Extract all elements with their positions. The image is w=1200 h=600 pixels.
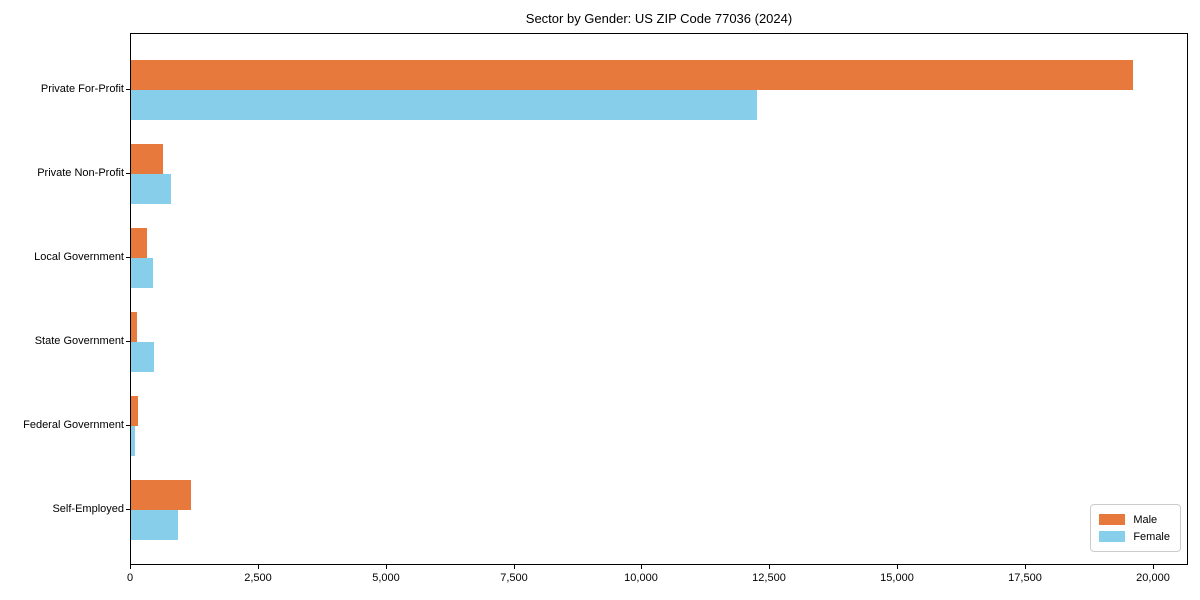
y-axis-label-private-non-profit: Private Non-Profit bbox=[37, 167, 124, 179]
bar-female-federal-government bbox=[131, 426, 135, 456]
x-axis-tick bbox=[258, 565, 259, 569]
x-axis-tick-label: 20,000 bbox=[1136, 572, 1170, 584]
legend-label-male: Male bbox=[1133, 513, 1158, 526]
x-axis-tick-label: 10,000 bbox=[624, 572, 658, 584]
bar-male-state-government bbox=[131, 312, 137, 342]
legend-label-female: Female bbox=[1133, 530, 1170, 543]
x-axis-tick bbox=[130, 565, 131, 569]
x-axis-tick bbox=[769, 565, 770, 569]
y-axis-label-local-government: Local Government bbox=[34, 251, 124, 263]
y-axis-label-self-employed: Self-Employed bbox=[52, 503, 124, 515]
bar-male-private-non-profit bbox=[131, 144, 163, 174]
legend-item-female: Female bbox=[1099, 528, 1170, 545]
x-axis-tick-label: 17,500 bbox=[1008, 572, 1042, 584]
legend-swatch-male bbox=[1099, 514, 1126, 525]
x-axis-tick bbox=[1025, 565, 1026, 569]
bar-male-private-for-profit bbox=[131, 60, 1133, 90]
bar-male-local-government bbox=[131, 228, 147, 258]
bar-female-state-government bbox=[131, 342, 154, 372]
x-axis-tick-label: 15,000 bbox=[880, 572, 914, 584]
y-axis-tick bbox=[126, 173, 130, 174]
x-axis-tick bbox=[386, 565, 387, 569]
x-axis-tick bbox=[1153, 565, 1154, 569]
x-axis-tick-label: 5,000 bbox=[372, 572, 400, 584]
x-axis-tick-label: 2,500 bbox=[244, 572, 272, 584]
legend-item-male: Male bbox=[1099, 511, 1170, 528]
x-axis-tick bbox=[514, 565, 515, 569]
bar-male-federal-government bbox=[131, 396, 138, 426]
legend: Male Female bbox=[1090, 504, 1181, 552]
x-axis-tick bbox=[641, 565, 642, 569]
y-axis-label-state-government: State Government bbox=[34, 335, 124, 347]
x-axis-tick-label: 0 bbox=[126, 572, 134, 584]
bar-female-private-non-profit bbox=[131, 174, 171, 204]
plot-area: Male Female bbox=[130, 33, 1188, 565]
x-axis-tick bbox=[897, 565, 898, 569]
bar-female-local-government bbox=[131, 258, 153, 288]
chart-title: Sector by Gender: US ZIP Code 77036 (202… bbox=[525, 11, 793, 26]
y-axis-tick bbox=[126, 509, 130, 510]
y-axis-tick bbox=[126, 257, 130, 258]
y-axis-label-private-for-profit: Private For-Profit bbox=[40, 83, 124, 95]
y-axis-tick bbox=[126, 425, 130, 426]
bar-female-self-employed bbox=[131, 510, 178, 540]
bar-male-self-employed bbox=[131, 480, 191, 510]
legend-swatch-female bbox=[1099, 531, 1126, 542]
y-axis-tick bbox=[126, 89, 130, 90]
y-axis-tick bbox=[126, 341, 130, 342]
bar-female-private-for-profit bbox=[131, 90, 757, 120]
x-axis-tick-label: 12,500 bbox=[752, 572, 786, 584]
y-axis-label-federal-government: Federal Government bbox=[23, 419, 124, 431]
x-axis-tick-label: 7,500 bbox=[500, 572, 528, 584]
